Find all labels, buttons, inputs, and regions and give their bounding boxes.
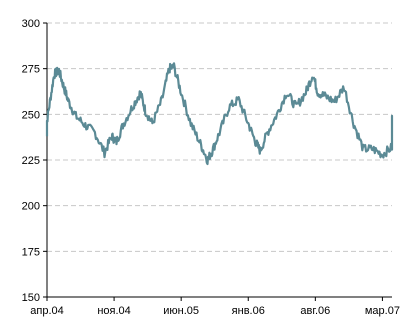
y-tick-label: 300 (22, 18, 40, 30)
x-tick-label: апр.04 (30, 305, 63, 317)
y-tick-label: 275 (22, 64, 40, 76)
series-line-0 (45, 62, 394, 166)
y-tick-labels: 150 175 200 225 250 275 300 (22, 18, 47, 304)
x-tick-label: мар.07 (365, 305, 400, 317)
series-group (45, 62, 394, 166)
x-tick-label: янв.06 (232, 305, 265, 317)
y-tick-label: 175 (22, 246, 40, 258)
x-tick-labels: апр.04 ноя.04 июн.05 янв.06 авг.06 мар.07 (30, 297, 400, 317)
y-tick-label: 150 (22, 292, 40, 304)
gridlines (47, 22, 392, 252)
y-tick-label: 250 (22, 109, 40, 121)
x-tick-label: июн.05 (163, 305, 199, 317)
x-tick-label: авг.06 (300, 305, 330, 317)
y-tick-label: 200 (22, 201, 40, 213)
x-tick-label: ноя.04 (97, 305, 130, 317)
y-tick-label: 225 (22, 155, 40, 167)
